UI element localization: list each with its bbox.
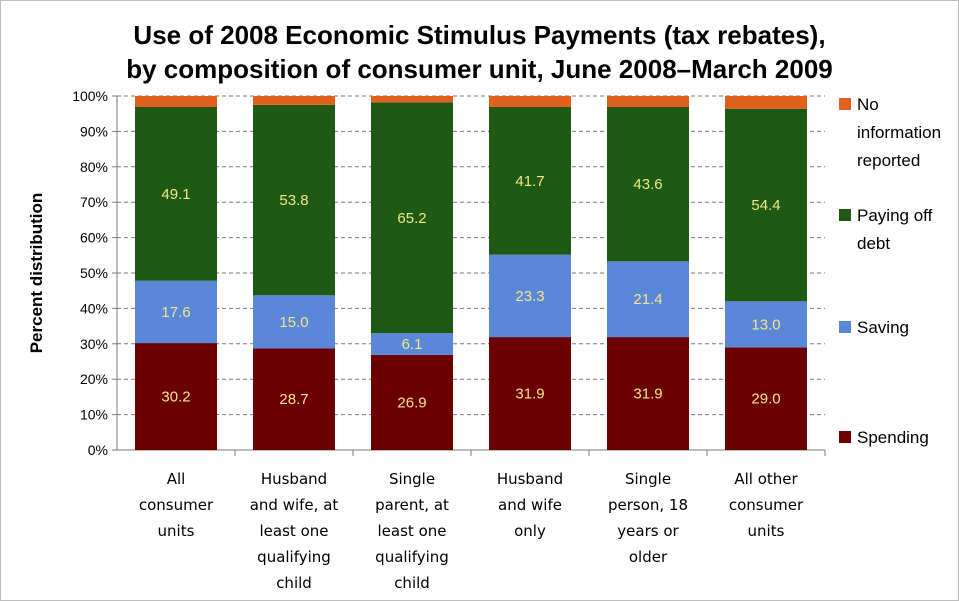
data-label: 21.4 — [633, 291, 662, 308]
data-label: 49.1 — [161, 186, 190, 203]
data-labels: 30.2 17.6 49.1 All consumer units 28.7 15.0 53.8… — [139, 173, 804, 592]
legend: No information reported Paying off debt Savin… — [839, 95, 941, 447]
legend-label: information — [857, 123, 941, 142]
bar-segment-paying-off-debt — [253, 104, 335, 296]
bars — [135, 96, 807, 450]
x-category-label: All — [167, 470, 186, 488]
data-label: 29.0 — [751, 391, 780, 408]
data-label: 43.6 — [633, 176, 662, 193]
y-tick-label: 10% — [80, 407, 108, 423]
data-label: 26.9 — [397, 394, 426, 411]
y-tick-label: 50% — [80, 265, 108, 281]
bar-segment-paying-off-debt — [135, 106, 217, 281]
y-tick-label: 20% — [80, 371, 108, 387]
x-category-label: Single — [625, 470, 671, 488]
data-label: 30.2 — [161, 389, 190, 406]
data-label: 31.9 — [515, 386, 544, 403]
legend-swatch — [839, 98, 851, 110]
bar-segment-spending — [489, 337, 571, 450]
bar-segment-spending — [135, 343, 217, 450]
legend-swatch — [839, 431, 851, 443]
x-category-label: years or — [617, 522, 679, 540]
legend-label: reported — [857, 151, 920, 170]
bar-segment-no-information-reported — [489, 96, 571, 107]
data-label: 13.0 — [751, 316, 780, 333]
x-category-label: older — [629, 548, 668, 566]
chart-title-line-2: by composition of consumer unit, June 20… — [126, 54, 833, 84]
legend-swatch — [839, 321, 851, 333]
data-label: 53.8 — [279, 192, 308, 209]
gridlines — [117, 95, 825, 416]
bar-segment-saving — [489, 254, 571, 338]
bar-segment-saving — [725, 301, 807, 348]
bar-segment-paying-off-debt — [371, 102, 453, 334]
chart-title-line-1: Use of 2008 Economic Stimulus Payments (… — [133, 20, 826, 50]
x-category-label: least one — [378, 522, 447, 540]
bar-segment-spending — [607, 337, 689, 450]
y-tick-label: 60% — [80, 230, 108, 246]
x-category-label: Husband — [261, 470, 327, 488]
data-label: 28.7 — [279, 391, 308, 408]
x-category-label: only — [514, 522, 546, 540]
x-category-label: person, 18 — [608, 496, 688, 514]
bar-segment-no-information-reported — [725, 96, 807, 109]
data-label: 41.7 — [515, 173, 544, 190]
bar-segment-paying-off-debt — [725, 108, 807, 302]
x-category-label: parent, at — [375, 496, 449, 514]
x-category-label: and wife — [498, 496, 562, 514]
x-category-label: consumer — [729, 496, 804, 514]
bar-segment-saving — [371, 333, 453, 355]
bar-segment-saving — [135, 280, 217, 344]
y-tick-label: 80% — [80, 159, 108, 175]
y-tick-label: 30% — [80, 336, 108, 352]
data-label: 17.6 — [161, 304, 190, 321]
y-tick-label: 90% — [80, 123, 108, 139]
y-tick-label: 70% — [80, 194, 108, 210]
x-category-label: qualifying — [375, 548, 449, 566]
x-category-label: Husband — [497, 470, 563, 488]
bar-segment-spending — [253, 348, 335, 450]
legend-label: Saving — [857, 318, 909, 337]
data-label: 15.0 — [279, 314, 308, 331]
legend-label: debt — [857, 234, 890, 253]
bar-segment-no-information-reported — [135, 96, 217, 107]
bar-segment-paying-off-debt — [607, 106, 689, 262]
y-tick-label: 40% — [80, 300, 108, 316]
x-category-label: least one — [260, 522, 329, 540]
legend-swatch — [839, 209, 851, 221]
data-label: 6.1 — [402, 336, 423, 353]
bar-segment-no-information-reported — [607, 96, 689, 107]
axes: 0% 10% 20% 30% 40% 50% 60% 70% 80% 90% 100% Percent… — [27, 88, 826, 458]
y-tick-label: 100% — [72, 88, 108, 104]
bar-segment-saving — [253, 295, 335, 349]
x-category-label: child — [276, 574, 312, 592]
bar-segment-no-information-reported — [371, 96, 453, 103]
x-category-label: All other — [734, 470, 798, 488]
x-category-label: Single — [389, 470, 435, 488]
x-category-label: units — [158, 522, 195, 540]
x-category-label: qualifying — [257, 548, 331, 566]
data-label: 65.2 — [397, 210, 426, 227]
data-label: 54.4 — [751, 197, 780, 214]
x-category-label: consumer — [139, 496, 214, 514]
x-category-label: units — [748, 522, 785, 540]
data-label: 23.3 — [515, 288, 544, 305]
y-tick-label: 0% — [88, 442, 108, 458]
x-category-label: and wife, at — [250, 496, 339, 514]
bar-segment-paying-off-debt — [489, 106, 571, 255]
bar-segment-no-information-reported — [253, 96, 335, 105]
legend-label: Paying off — [857, 206, 933, 225]
bar-segment-saving — [607, 261, 689, 338]
bar-segment-spending — [725, 347, 807, 450]
y-axis-label: Percent distribution — [27, 193, 46, 354]
bar-segment-spending — [371, 354, 453, 450]
x-category-label: child — [394, 574, 430, 592]
legend-label: No — [857, 95, 879, 114]
legend-label: Spending — [857, 428, 929, 447]
data-label: 31.9 — [633, 386, 662, 403]
